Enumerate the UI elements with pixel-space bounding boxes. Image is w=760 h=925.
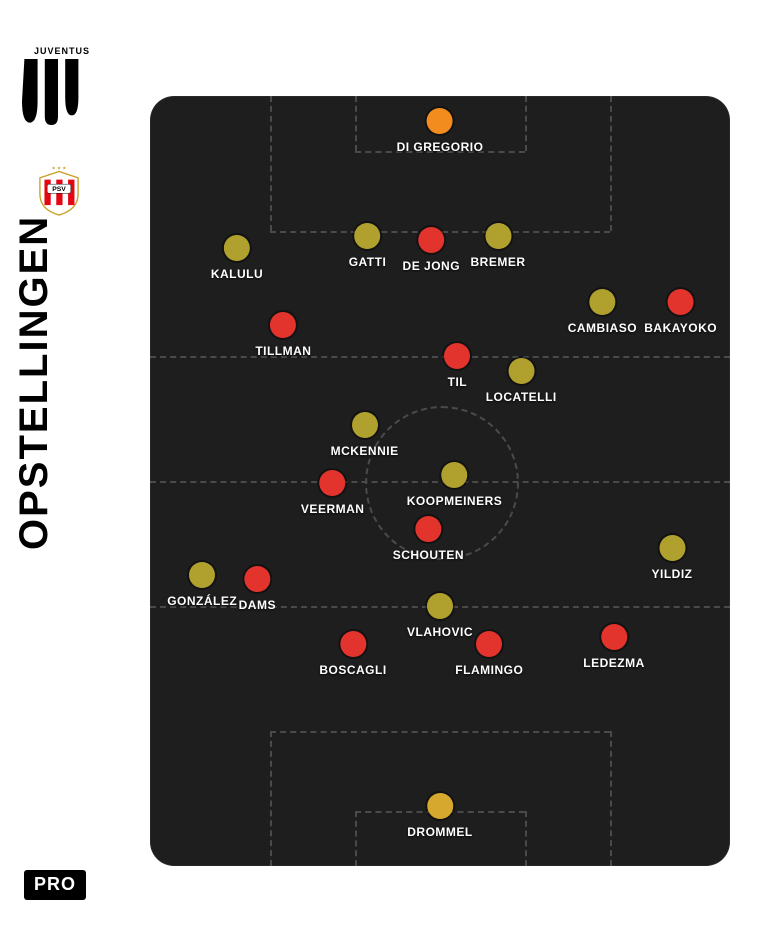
center-circle — [365, 406, 519, 560]
player-marker: DI GREGORIO — [397, 108, 484, 154]
player-dot — [270, 312, 296, 338]
svg-text:★ ★ ★: ★ ★ ★ — [52, 166, 68, 171]
page-title: OPSTELLINGEN — [12, 215, 57, 550]
player-dot — [244, 566, 270, 592]
pitch-line — [610, 96, 612, 231]
player-marker: VLAHOVIC — [407, 593, 473, 639]
player-marker: LEDEZMA — [583, 624, 645, 670]
player-marker: DROMMEL — [407, 793, 473, 839]
pitch-line — [355, 811, 525, 813]
player-label: FLAMINGO — [455, 663, 523, 677]
pitch-line — [150, 356, 730, 358]
player-label: TIL — [444, 375, 470, 389]
player-dot — [354, 223, 380, 249]
player-label: BAKAYOKO — [644, 321, 717, 335]
pitch: DI GREGORIO KALULU GATTI BREMER CAMBIASO LOCA… — [150, 96, 730, 866]
pitch-line — [355, 96, 357, 151]
player-label: LOCATELLI — [486, 390, 557, 404]
player-label: LEDEZMA — [583, 656, 645, 670]
player-marker: LOCATELLI — [486, 358, 557, 404]
player-label: CAMBIASO — [568, 321, 637, 335]
player-dot — [668, 289, 694, 315]
psv-logo: ★ ★ ★ PSV — [36, 166, 82, 212]
player-marker: FLAMINGO — [455, 631, 523, 677]
pitch-line — [270, 96, 272, 231]
player-dot — [508, 358, 534, 384]
svg-text:PSV: PSV — [52, 186, 66, 193]
pitch-line — [270, 731, 610, 733]
player-dot — [601, 624, 627, 650]
player-dot — [427, 793, 453, 819]
player-marker: GONZÁLEZ — [167, 562, 237, 608]
player-marker: CAMBIASO — [568, 289, 637, 335]
player-label: VEERMAN — [301, 502, 365, 516]
player-dot — [485, 223, 511, 249]
player-marker: BOSCAGLI — [319, 631, 386, 677]
player-label: BREMER — [470, 255, 525, 269]
player-dot — [589, 289, 615, 315]
player-label: BOSCAGLI — [319, 663, 386, 677]
player-label: DE JONG — [403, 259, 461, 273]
player-dot — [224, 235, 250, 261]
pitch-line — [525, 811, 527, 866]
pitch-line — [610, 731, 612, 866]
player-dot — [427, 108, 453, 134]
player-marker: VEERMAN — [301, 470, 365, 516]
player-label: DROMMEL — [407, 825, 473, 839]
player-marker: DE JONG — [403, 227, 461, 273]
player-marker: TILLMAN — [255, 312, 311, 358]
pitch-line — [355, 151, 525, 153]
pitch-line — [355, 811, 357, 866]
player-label: KALULU — [211, 267, 263, 281]
player-label: VLAHOVIC — [407, 625, 473, 639]
pitch-line — [270, 731, 272, 866]
pitch-line — [525, 96, 527, 151]
player-marker: BAKAYOKO — [644, 289, 717, 335]
pitch-line — [270, 231, 610, 233]
player-marker: KALULU — [211, 235, 263, 281]
player-dot — [340, 631, 366, 657]
player-marker: YILDIZ — [652, 535, 693, 581]
player-marker: DAMS — [239, 566, 276, 612]
page-root: JUVENTUS ★ ★ ★ PSV OPSTELLINGEN — [0, 0, 760, 925]
player-dot — [659, 535, 685, 561]
pro-badge: PRO — [24, 870, 86, 900]
player-label: GATTI — [349, 255, 387, 269]
player-dot — [352, 412, 378, 438]
player-dot — [476, 631, 502, 657]
player-marker: TIL — [444, 343, 470, 389]
player-dot — [189, 562, 215, 588]
pitch-line — [150, 606, 730, 608]
juventus-wordmark: JUVENTUS — [34, 46, 90, 56]
player-label: DAMS — [239, 598, 276, 612]
player-label: YILDIZ — [652, 567, 693, 581]
juventus-logo — [16, 56, 88, 128]
